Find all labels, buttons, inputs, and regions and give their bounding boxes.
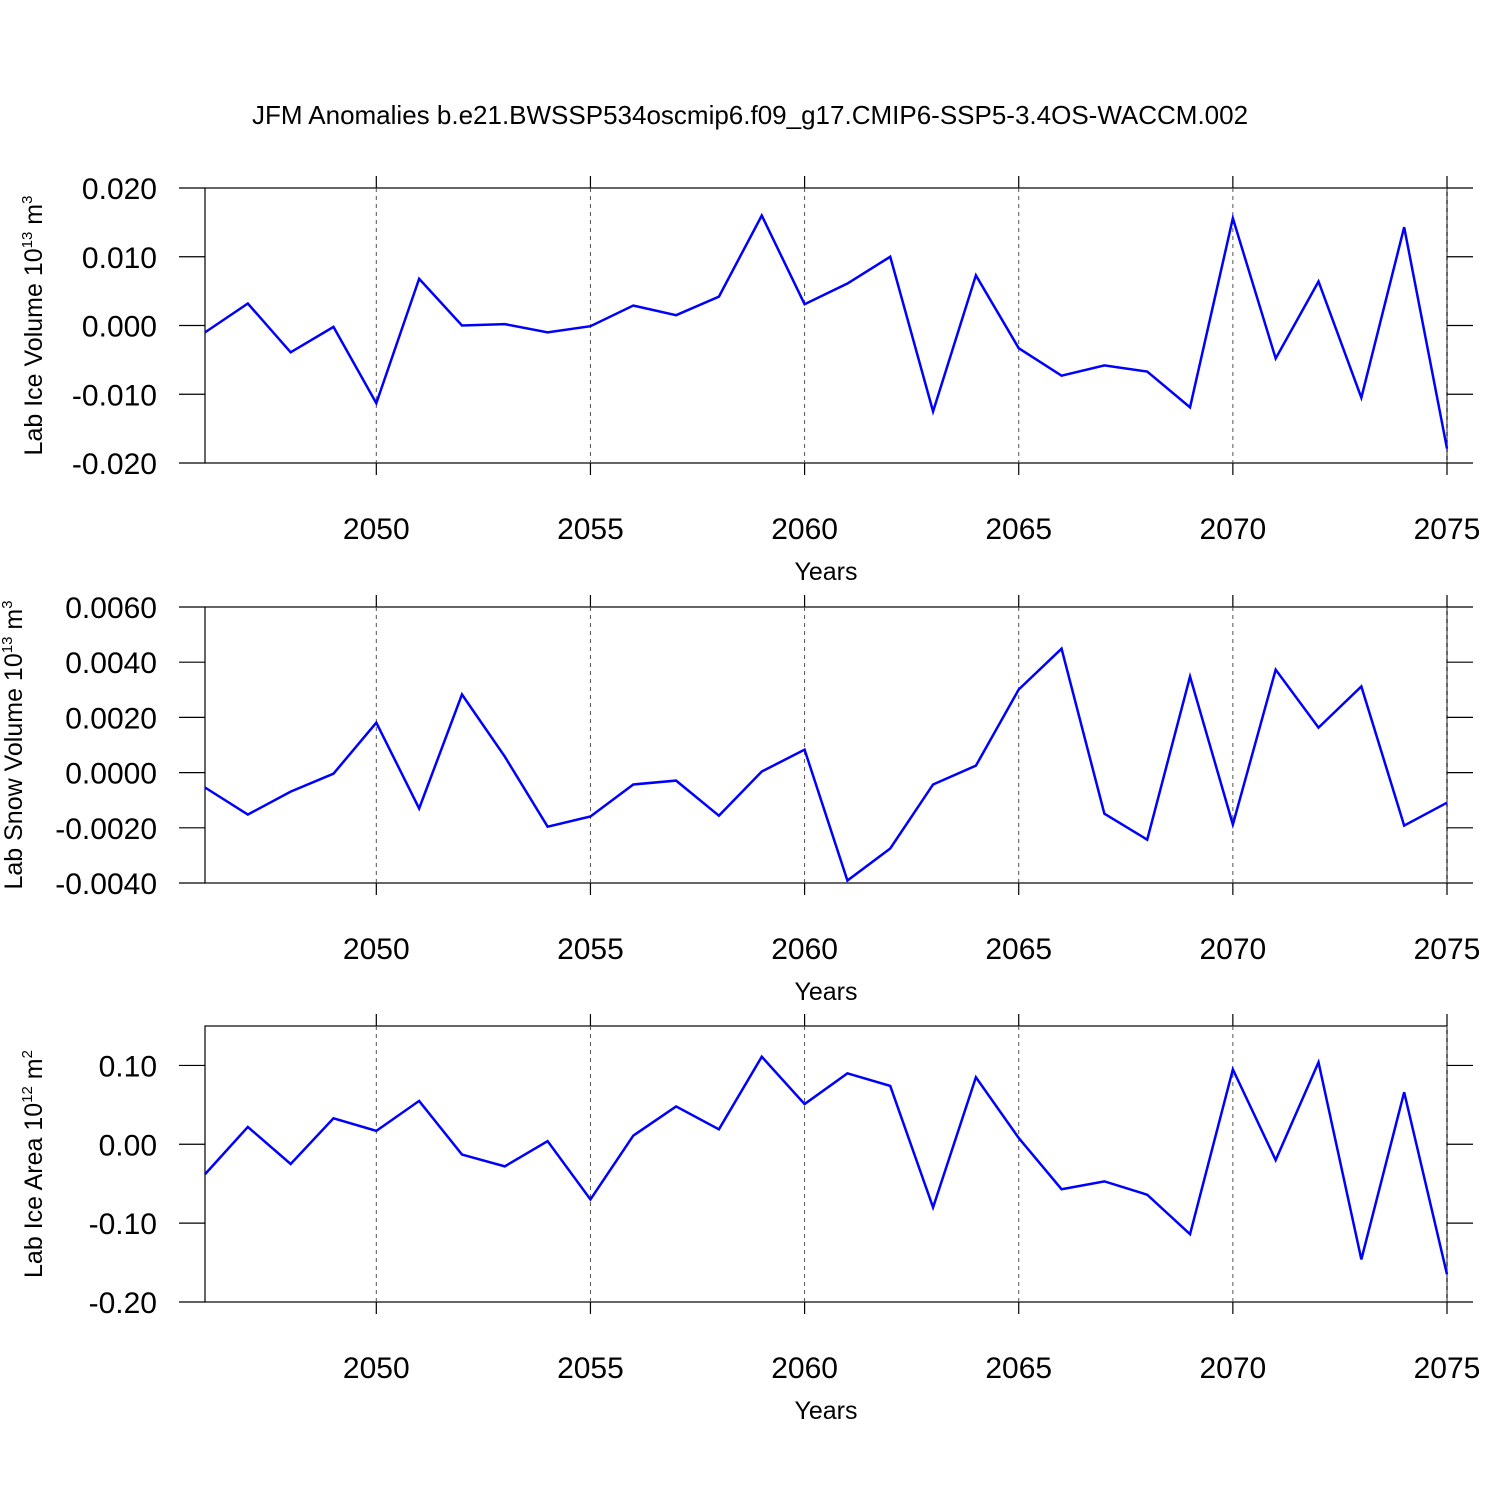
- y-tick-label: 0.0020: [65, 702, 157, 735]
- x-tick-label: 2070: [1199, 1352, 1266, 1385]
- y-tick-label: 0.00: [99, 1129, 157, 1162]
- x-tick-label: 2055: [557, 933, 624, 966]
- y-tick-label: 0.0060: [65, 592, 157, 625]
- y-tick-label: 0.10: [99, 1050, 157, 1083]
- y-label-exp: 12: [19, 1086, 36, 1103]
- x-tick-label: 2065: [985, 1352, 1052, 1385]
- y-axis-label: Lab Ice Volume 1013 m3: [19, 196, 48, 456]
- y-label-text: Lab Snow Volume 10: [0, 653, 28, 889]
- x-tick-label: 2070: [1199, 933, 1266, 966]
- y-label-unit-exp: 3: [0, 600, 16, 608]
- y-label-unit: m: [0, 609, 28, 637]
- x-tick-label: 2060: [771, 933, 838, 966]
- x-tick-label: 2055: [557, 1352, 624, 1385]
- y-tick-label: 0.020: [82, 173, 157, 206]
- y-tick-label: -0.010: [72, 379, 157, 412]
- x-axis-label: Years: [794, 1397, 857, 1425]
- data-line: [204, 212, 1449, 449]
- y-label-exp: 13: [0, 637, 16, 654]
- x-tick-label: 2050: [343, 933, 410, 966]
- y-tick-label: -0.020: [72, 448, 157, 481]
- y-label-text: Lab Ice Volume 10: [20, 248, 48, 455]
- y-label-text: Lab Ice Area 10: [20, 1103, 48, 1278]
- x-tick-label: 2050: [343, 513, 410, 546]
- x-tick-label: 2060: [771, 513, 838, 546]
- data-line: [204, 646, 1448, 883]
- y-axis-label: Lab Snow Volume 1013 m3: [0, 600, 28, 889]
- x-axis-label: Years: [794, 978, 857, 1006]
- y-tick-label: -0.0040: [55, 868, 157, 901]
- x-tick-label: 2075: [1414, 933, 1481, 966]
- plot-frame: [204, 1025, 1448, 1303]
- y-axis-label: Lab Ice Area 1012 m2: [19, 1050, 48, 1278]
- x-tick-label: 2070: [1199, 513, 1266, 546]
- plot-frame: [204, 187, 1448, 464]
- x-tick-label: 2060: [771, 1352, 838, 1385]
- x-axis-label: Years: [794, 558, 857, 586]
- x-tick-label: 2075: [1414, 1352, 1481, 1385]
- plot-frame: [204, 606, 1448, 884]
- y-label-unit-exp: 2: [19, 1050, 36, 1058]
- y-tick-label: 0.0040: [65, 647, 157, 680]
- y-label-exp: 13: [19, 232, 36, 249]
- x-tick-label: 2065: [985, 933, 1052, 966]
- y-label-unit: m: [20, 1058, 48, 1086]
- y-tick-label: 0.0000: [65, 758, 157, 791]
- y-label-unit-exp: 3: [19, 196, 36, 204]
- y-tick-label: -0.20: [89, 1287, 157, 1320]
- y-tick-label: -0.0020: [55, 813, 157, 846]
- y-tick-label: -0.10: [89, 1208, 157, 1241]
- y-tick-label: 0.000: [82, 311, 157, 344]
- chart-title: JFM Anomalies b.e21.BWSSP534oscmip6.f09_…: [252, 100, 1248, 130]
- x-tick-label: 2050: [343, 1352, 410, 1385]
- x-tick-label: 2075: [1414, 513, 1481, 546]
- y-tick-label: 0.010: [82, 242, 157, 275]
- y-label-unit: m: [20, 204, 48, 232]
- x-tick-label: 2055: [557, 513, 624, 546]
- x-tick-label: 2065: [985, 513, 1052, 546]
- data-line: [204, 1054, 1449, 1275]
